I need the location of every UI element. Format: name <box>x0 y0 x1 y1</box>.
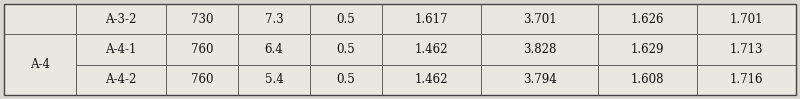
Bar <box>697 65 796 95</box>
Text: A-4: A-4 <box>30 58 50 71</box>
Bar <box>697 4 796 34</box>
Text: 7.3: 7.3 <box>265 13 283 26</box>
Text: 1.713: 1.713 <box>730 43 763 56</box>
Bar <box>76 65 166 95</box>
Bar <box>4 65 76 95</box>
Bar <box>166 4 238 34</box>
Text: A-3-2: A-3-2 <box>106 13 137 26</box>
Bar <box>481 4 598 34</box>
Text: 1.462: 1.462 <box>414 73 448 86</box>
Text: 1.617: 1.617 <box>414 13 448 26</box>
Bar <box>598 34 697 65</box>
Bar <box>166 34 238 65</box>
Text: 730: 730 <box>190 13 214 26</box>
Text: 3.701: 3.701 <box>522 13 556 26</box>
Text: A-4-1: A-4-1 <box>106 43 137 56</box>
Bar <box>238 34 310 65</box>
Bar <box>76 4 166 34</box>
Text: 5.4: 5.4 <box>265 73 283 86</box>
Bar <box>598 65 697 95</box>
Bar <box>481 65 598 95</box>
Bar <box>166 65 238 95</box>
Text: 1.701: 1.701 <box>730 13 763 26</box>
Bar <box>76 34 166 65</box>
Text: 1.626: 1.626 <box>630 13 664 26</box>
Bar <box>382 34 481 65</box>
Bar <box>4 34 76 95</box>
Text: 760: 760 <box>190 73 214 86</box>
Text: 1.608: 1.608 <box>630 73 664 86</box>
Text: 0.5: 0.5 <box>337 73 355 86</box>
Bar <box>310 34 382 65</box>
Bar <box>238 4 310 34</box>
Text: 1.716: 1.716 <box>730 73 763 86</box>
Bar <box>4 34 76 65</box>
Bar <box>481 34 598 65</box>
Text: A-4-2: A-4-2 <box>106 73 137 86</box>
Text: 0.5: 0.5 <box>337 43 355 56</box>
Bar <box>310 65 382 95</box>
Bar <box>598 4 697 34</box>
Bar <box>238 65 310 95</box>
Text: 1.462: 1.462 <box>414 43 448 56</box>
Bar <box>4 4 76 34</box>
Bar <box>697 34 796 65</box>
Text: 6.4: 6.4 <box>265 43 283 56</box>
Text: 0.5: 0.5 <box>337 13 355 26</box>
Text: 1.629: 1.629 <box>630 43 664 56</box>
Bar <box>382 65 481 95</box>
Bar <box>382 4 481 34</box>
Text: 3.828: 3.828 <box>523 43 556 56</box>
Text: 760: 760 <box>190 43 214 56</box>
Bar <box>310 4 382 34</box>
Text: 3.794: 3.794 <box>522 73 556 86</box>
